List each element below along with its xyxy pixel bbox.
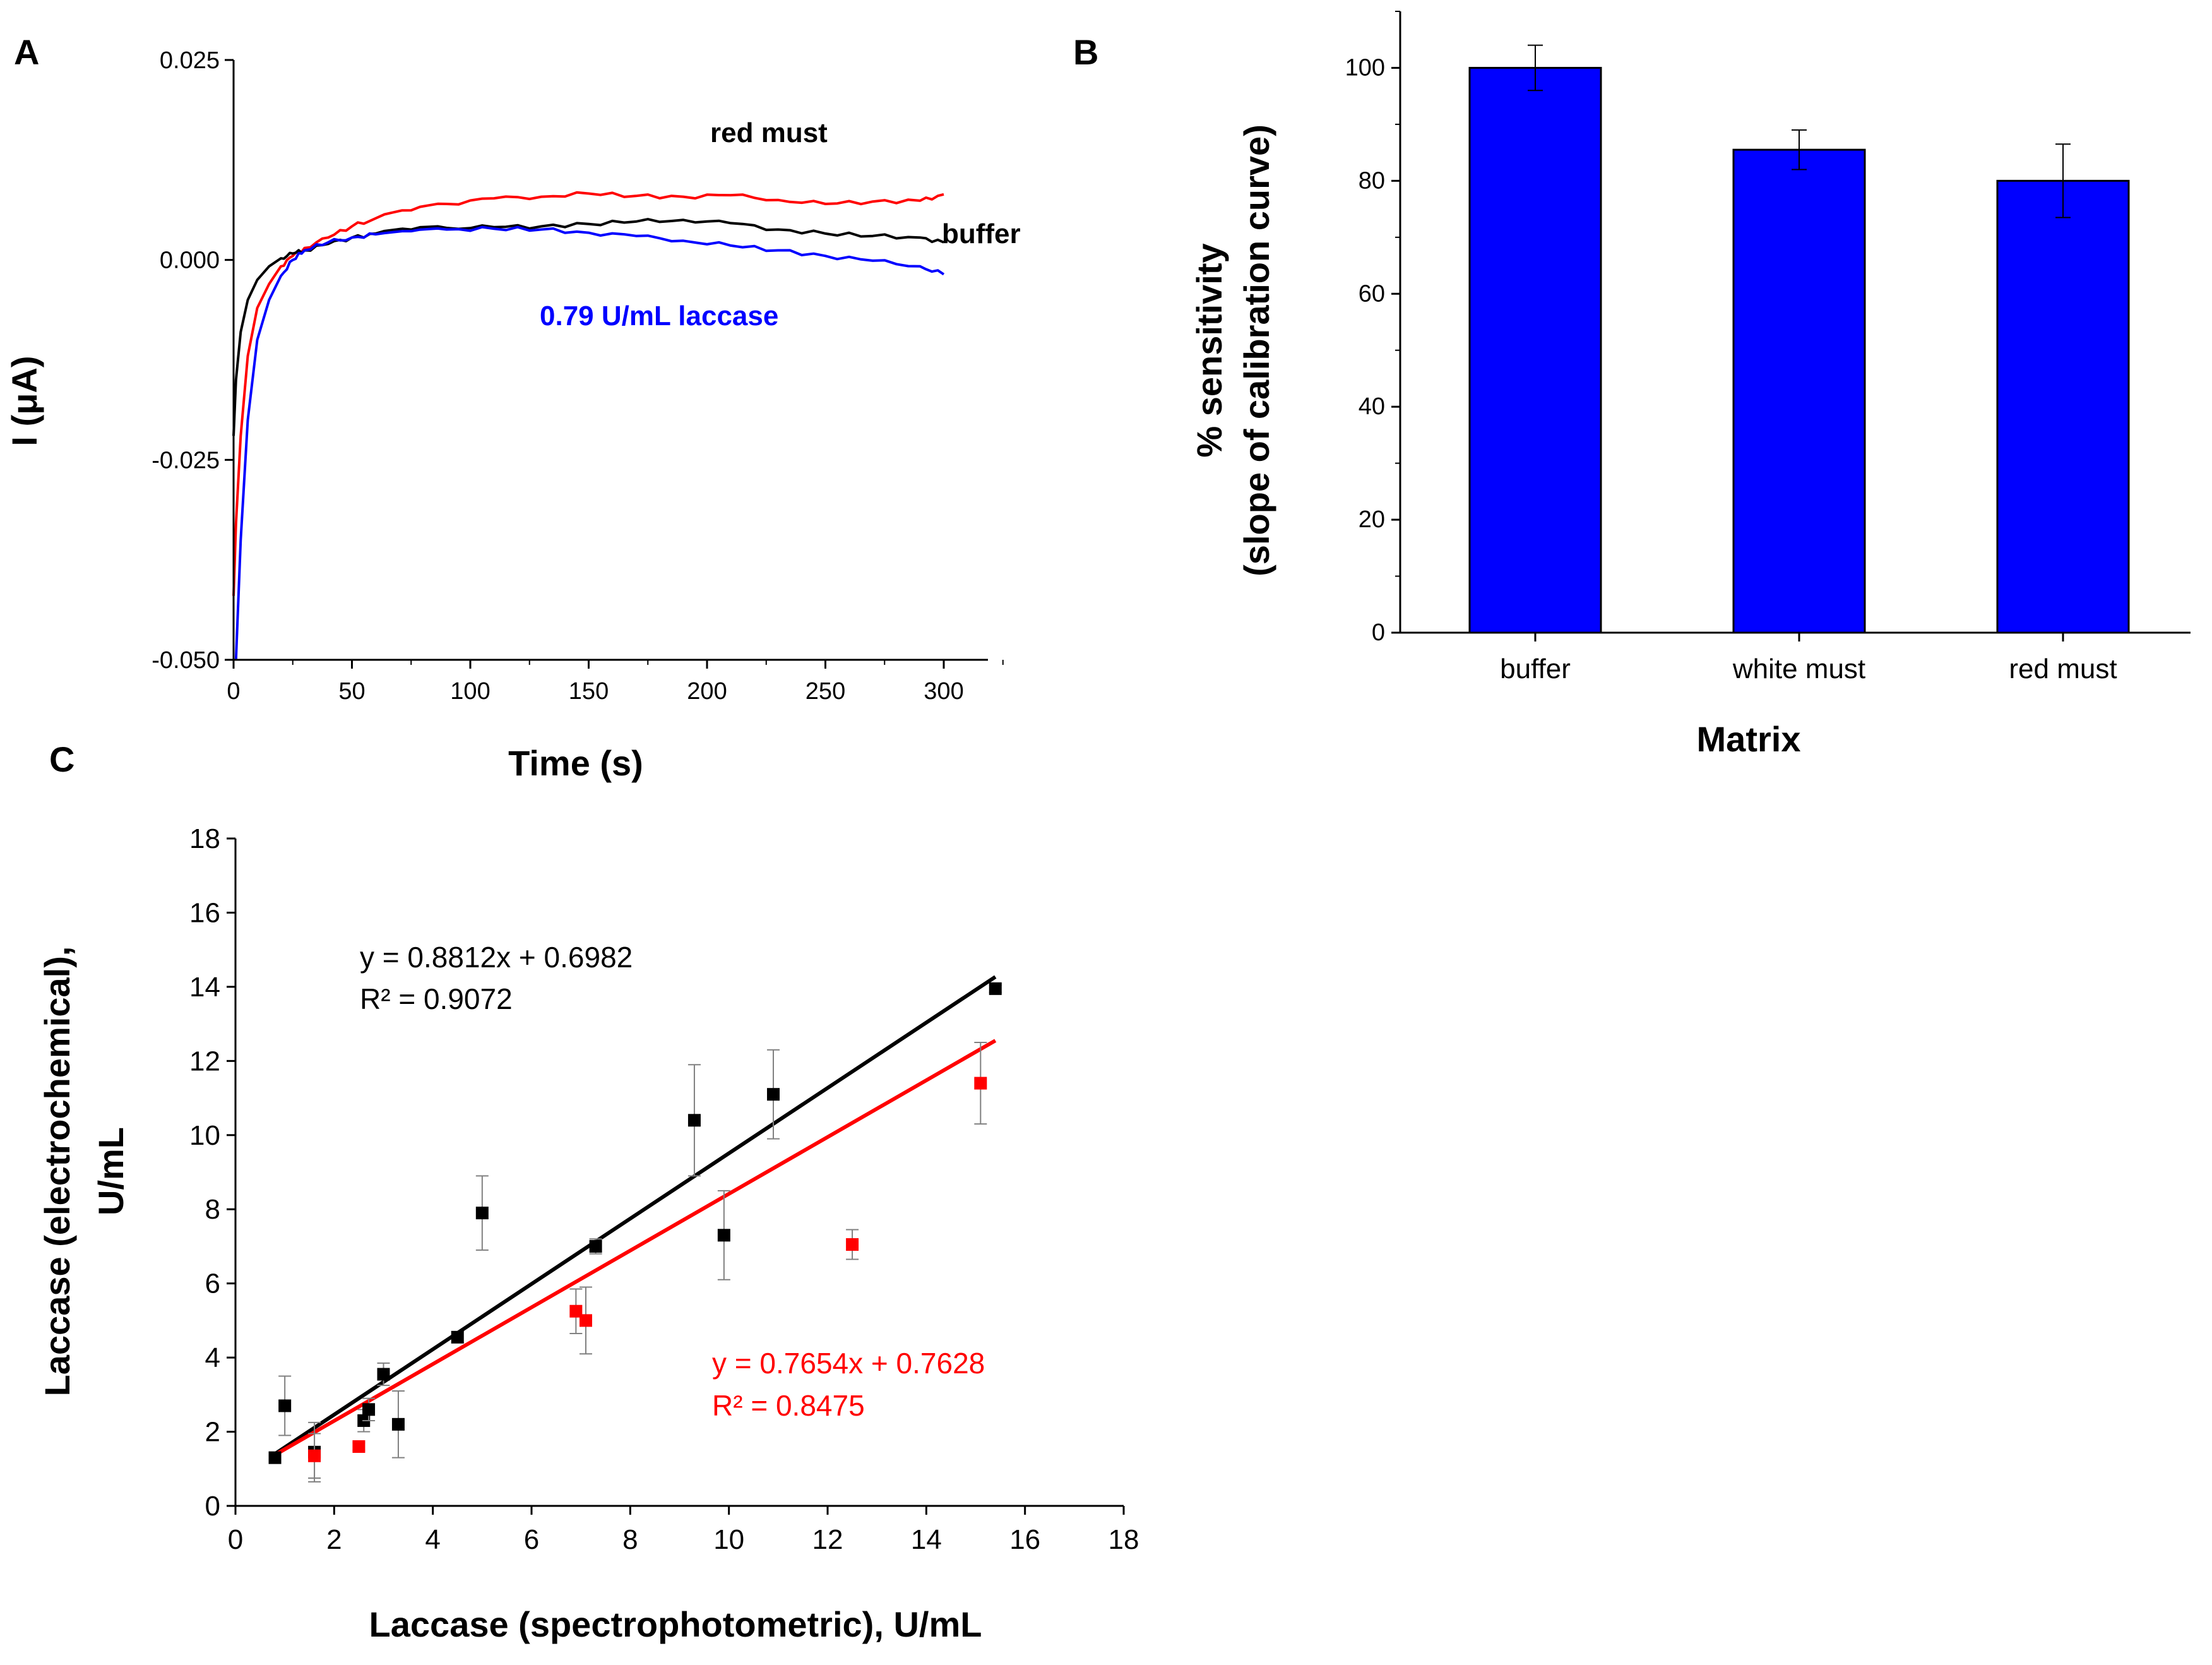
c-y-tick-label: 18 xyxy=(189,823,220,854)
c-point-red xyxy=(569,1304,583,1318)
c-point-black xyxy=(391,1417,405,1431)
a-series-line-2 xyxy=(234,225,945,660)
a-y-tick-label: 0.025 xyxy=(160,47,220,74)
b-x-axis-title: Matrix xyxy=(1697,719,1801,759)
b-x-tick-label: buffer xyxy=(1500,653,1571,684)
c-point-black xyxy=(717,1229,730,1242)
c-point-red xyxy=(974,1077,987,1090)
b-bar-white-must xyxy=(1732,148,1866,634)
b-x-tick-label: red must xyxy=(2009,653,2117,684)
c-x-tick-label: 12 xyxy=(812,1524,843,1555)
c-y-tick-label: 8 xyxy=(205,1194,220,1225)
a-y-tick-label: -0.050 xyxy=(152,647,220,674)
c-y-tick-label: 2 xyxy=(205,1417,220,1448)
a-x-tick-label: 200 xyxy=(687,678,727,705)
c-x-tick-label: 16 xyxy=(1009,1524,1040,1555)
c-point-black xyxy=(278,1399,292,1412)
a-x-tick-label: 100 xyxy=(450,678,490,705)
c-black-fit-equation: y = 0.8812x + 0.6982 xyxy=(360,941,633,974)
a-y-tick-label: 0.000 xyxy=(160,248,220,274)
c-y-tick-label: 10 xyxy=(189,1120,220,1151)
c-x-tick-label: 18 xyxy=(1109,1524,1139,1555)
c-point-red xyxy=(308,1449,321,1462)
panel-label-a: A xyxy=(14,32,39,72)
c-y-tick-label: 0 xyxy=(205,1491,220,1522)
c-x-tick-label: 4 xyxy=(425,1524,440,1555)
c-point-black xyxy=(767,1088,780,1101)
chart-c: 0 2 4 6 8 10 12 14 16 18 0 2 4 6 8 10 12 14 16 18 y = 0.881… xyxy=(37,823,1139,1644)
c-point-black xyxy=(268,1451,282,1464)
c-x-tick-label: 0 xyxy=(228,1524,243,1555)
c-point-red xyxy=(352,1440,366,1453)
c-point-black xyxy=(589,1239,602,1253)
c-y-tick-label: 14 xyxy=(189,972,220,1003)
c-point-black xyxy=(377,1368,390,1381)
c-x-axis-title: Laccase (spectrophotometric), U/mL xyxy=(369,1604,982,1644)
chart-a: 0 50 100 150 200 250 300 -0.050 -0.025 0.000 0.025… xyxy=(4,47,1021,783)
a-x-tick-label: 150 xyxy=(569,678,609,705)
panel-label-c: C xyxy=(49,739,74,779)
a-x-tick-label: 50 xyxy=(338,678,365,705)
b-y-tick-label: 80 xyxy=(1359,167,1385,194)
panel-label-b: B xyxy=(1073,32,1098,72)
c-y-tick-label: 4 xyxy=(205,1342,220,1373)
b-x-tick-label: white must xyxy=(1732,653,1865,684)
c-point-black xyxy=(362,1403,376,1416)
b-bar-buffer xyxy=(1468,66,1602,634)
c-y-axis-title-line1: Laccase (electrochemical), xyxy=(37,946,77,1397)
c-x-tick-label: 10 xyxy=(713,1524,744,1555)
a-annotation-red-must: red must xyxy=(710,117,828,148)
c-point-black xyxy=(989,982,1002,995)
c-y-tick-label: 16 xyxy=(189,897,220,928)
c-red-fit-r2: R² = 0.8475 xyxy=(712,1389,865,1422)
c-point-red xyxy=(579,1314,592,1327)
c-x-tick-label: 6 xyxy=(524,1524,539,1555)
c-fit-line-black xyxy=(273,975,997,1456)
b-y-tick-label: 100 xyxy=(1345,54,1385,81)
b-y-axis-title-line1: % sensitivity xyxy=(1189,243,1229,457)
chart-b: buffer white must red must 0 20 40 60 80 100 Ma… xyxy=(1189,11,2191,759)
a-x-tick-label: 0 xyxy=(227,678,240,705)
a-x-tick-label: 250 xyxy=(806,678,845,705)
c-black-fit-r2: R² = 0.9072 xyxy=(360,982,513,1015)
c-x-tick-label: 8 xyxy=(622,1524,638,1555)
a-y-tick-label: -0.025 xyxy=(152,447,220,474)
c-x-tick-label: 2 xyxy=(326,1524,342,1555)
c-red-fit-equation: y = 0.7654x + 0.7628 xyxy=(712,1347,985,1380)
b-y-tick-label: 0 xyxy=(1372,619,1385,646)
a-y-axis-title: I (μA) xyxy=(4,355,44,446)
c-y-axis-title-line2: U/mL xyxy=(91,1127,131,1215)
b-y-tick-label: 40 xyxy=(1359,393,1385,420)
c-point-black xyxy=(475,1207,489,1220)
c-y-tick-label: 12 xyxy=(189,1046,220,1077)
a-annotation-laccase: 0.79 U/mL laccase xyxy=(540,301,778,331)
b-y-tick-label: 60 xyxy=(1359,280,1385,307)
b-y-tick-label: 20 xyxy=(1359,506,1385,533)
b-bar-red-must xyxy=(1996,179,2130,634)
c-x-tick-label: 14 xyxy=(911,1524,942,1555)
a-x-axis-title: Time (s) xyxy=(508,743,643,783)
a-annotation-buffer: buffer xyxy=(942,218,1021,249)
c-y-tick-label: 6 xyxy=(205,1268,220,1299)
c-point-black xyxy=(687,1114,701,1127)
a-series-line-0 xyxy=(232,191,944,596)
b-y-axis-title-line2: (slope of calibration curve) xyxy=(1237,124,1276,576)
c-point-black xyxy=(451,1330,464,1344)
c-point-red xyxy=(846,1238,859,1251)
a-x-tick-label: 300 xyxy=(924,678,963,705)
c-fit-line-red xyxy=(274,1039,997,1457)
